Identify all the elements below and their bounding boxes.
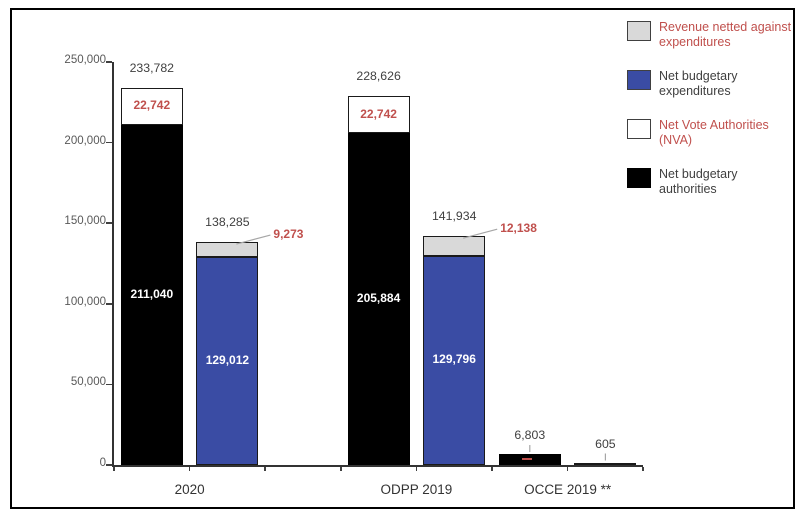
segment-callout-label: 9,273 [273, 227, 304, 242]
legend-swatch-black [627, 168, 651, 188]
segment-value-label: 129,012 [205, 353, 250, 368]
segment-value-label: 22,742 [133, 98, 171, 113]
bar-segment-gray [196, 242, 259, 258]
bar-segment-blue [196, 257, 259, 465]
bar-segment-black [347, 133, 410, 465]
y-tick-mark [106, 222, 112, 224]
y-tick-label: 150,000 [64, 215, 106, 228]
y-tick-label: 250,000 [64, 54, 106, 66]
legend-swatch-gray [627, 21, 651, 41]
category-label: ODPP 2019 [380, 482, 453, 497]
bar-total-label: 6,803 [514, 428, 546, 443]
bar-total-label: 605 [595, 436, 616, 451]
x-tick-mark [188, 467, 191, 471]
legend-label: Net budgetary authorities [659, 167, 738, 196]
occe-red-mark [522, 458, 532, 460]
legend-label: Revenue netted against expenditures [659, 20, 792, 49]
segment-value-label: 129,796 [432, 352, 476, 367]
y-tick-label: 100,000 [64, 295, 106, 308]
bar-total-label: 228,626 [356, 69, 401, 84]
bar-segment-gray [423, 236, 486, 256]
x-tick-mark [415, 467, 418, 471]
y-tick-mark [106, 141, 112, 144]
y-tick-mark [106, 383, 112, 386]
x-tick-mark [340, 467, 342, 471]
y-tick-mark [106, 464, 112, 466]
legend-label: Net Vote Authorities (NVA) [659, 118, 769, 147]
legend-item: Revenue netted against expenditures [627, 20, 795, 69]
category-label: OCCE 2019 ** [524, 482, 612, 497]
legend-label: Net budgetary expenditures [659, 69, 738, 98]
y-tick-label: 50,000 [70, 376, 106, 389]
y-tick-label: 200,000 [64, 134, 106, 147]
segment-value-label: 211,040 [130, 286, 174, 301]
x-tick-mark [642, 467, 644, 471]
bar-total-label: 141,934 [431, 209, 477, 224]
bar-total-label: 138,285 [205, 215, 250, 230]
x-tick-mark [113, 467, 115, 471]
bar-segment-blue [423, 255, 486, 465]
bar-segment-white [574, 462, 637, 465]
legend-item: Net Vote Authorities (NVA) [627, 118, 795, 167]
segment-callout-label: 12,138 [500, 221, 537, 236]
bar-segment-black [120, 124, 183, 465]
x-tick-mark [491, 467, 493, 471]
bar-segment-white [120, 88, 183, 125]
legend-item: Net budgetary authorities [627, 167, 795, 216]
legend-item: Net budgetary expenditures [627, 69, 795, 118]
x-tick-mark [264, 467, 266, 471]
legend-swatch-white [627, 119, 651, 139]
segment-value-label: 22,742 [360, 106, 397, 121]
y-axis [112, 62, 114, 465]
category-label: 2020 [174, 482, 205, 497]
x-tick-mark [566, 467, 569, 471]
legend-swatch-blue [627, 70, 651, 90]
segment-value-label: 205,884 [356, 291, 401, 306]
y-tick-label: 0 [99, 457, 106, 469]
y-tick-mark [106, 61, 112, 63]
y-tick-mark [106, 303, 112, 305]
legend: Revenue netted against expenditures Net b… [627, 20, 795, 216]
bar-segment-white [347, 96, 410, 134]
chart-outer-border [10, 8, 795, 509]
x-axis [112, 465, 644, 467]
bar-total-label: 233,782 [129, 61, 175, 76]
